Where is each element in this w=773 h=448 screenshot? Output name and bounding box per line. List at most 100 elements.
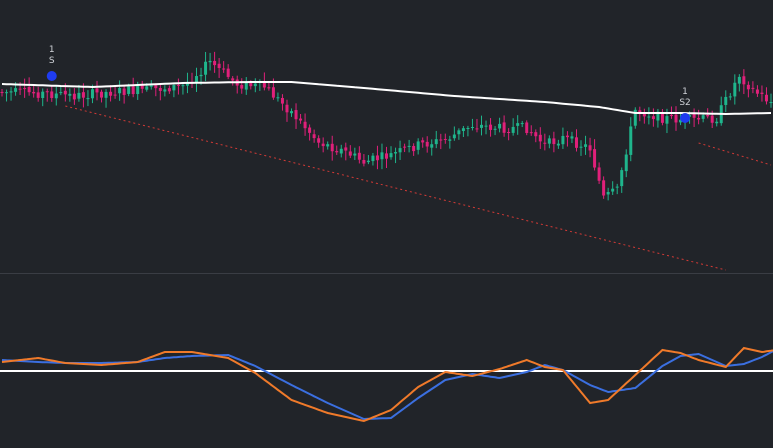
candle-body [249,82,253,87]
candle-body [416,141,420,150]
signal-marker-1[interactable]: 1S [46,45,57,81]
candle-body [226,68,230,77]
candle [5,89,9,102]
signal-dot [680,113,691,123]
candle-body [86,98,90,100]
candle-body [538,134,542,142]
candle-body [353,153,357,156]
candle-body [579,146,583,148]
candle-body [167,88,171,92]
candle-body [32,91,36,94]
candle-body [534,132,538,137]
candle [697,109,701,125]
candle [633,107,637,129]
candle [511,118,515,136]
candle-body [611,188,615,192]
oscillator-panel[interactable] [0,346,773,423]
candle-body [72,93,76,100]
candle-body [407,145,411,147]
candle [574,129,578,152]
candle-body [457,130,461,135]
candle-body [122,88,126,95]
candle-body [244,81,248,90]
candle [602,176,606,199]
candle-body [461,128,465,132]
candle [181,82,185,95]
candle-body [475,128,479,130]
candle [36,86,40,102]
candle-body [195,76,199,83]
trendline-2 [698,142,772,166]
candle [769,93,773,108]
candle [629,117,633,162]
candle-body [375,155,379,161]
candle-body [742,76,746,85]
candle-body [41,91,45,98]
candle-body [271,87,275,98]
candle [724,90,728,113]
candle [335,145,339,155]
candle [299,114,303,124]
signal-dot [46,71,57,81]
signal-count: 1 [49,45,55,55]
candle-body [479,124,483,128]
candle-body [660,113,664,123]
candle [253,78,257,93]
candle [294,103,298,129]
price-panel[interactable]: 1S 1S2 [0,45,773,271]
candle [588,137,592,158]
candle [235,75,239,94]
candle-body [574,137,578,148]
candle-body [163,89,167,92]
candle-body [593,149,597,168]
candle-body [525,122,529,133]
candle [122,84,126,104]
candle-body [547,138,551,144]
candle [692,108,696,127]
candle-body [217,63,221,69]
candle [534,129,538,143]
candle-body [394,152,398,154]
candle [764,87,768,105]
candle [290,108,294,117]
candle-body [466,127,470,129]
trendline-1 [65,105,726,271]
signal-marker-2[interactable]: 1S2 [679,87,691,123]
candle-body [552,138,556,145]
candle [565,131,569,147]
candle-body [176,84,180,86]
candle-body [624,154,628,172]
candle [416,138,420,155]
candle-body [213,60,217,66]
candle-body [430,144,434,148]
candle-body [348,151,352,156]
candle-body [362,159,366,164]
candle [308,124,312,141]
candle-body [303,121,307,129]
candle-body [95,88,99,93]
signal-count: 1 [682,87,688,97]
candle [371,152,375,166]
candle-body [63,90,67,95]
candle-body [335,151,339,153]
candle [190,72,194,88]
candle-body [760,92,764,94]
candle-body [45,91,49,93]
candle-body [136,86,140,95]
candle-body [516,123,520,126]
candle [584,135,588,155]
candle-body [222,68,226,70]
candle [0,89,4,97]
candle [353,147,357,161]
candle [742,69,746,95]
candle [715,118,719,127]
candle-body [697,117,701,120]
candle-body [308,127,312,133]
candle [719,96,723,126]
candle-body [54,93,58,99]
candle-body [398,148,402,153]
candle [457,128,461,140]
candle [434,130,438,149]
candle-body [81,92,85,98]
